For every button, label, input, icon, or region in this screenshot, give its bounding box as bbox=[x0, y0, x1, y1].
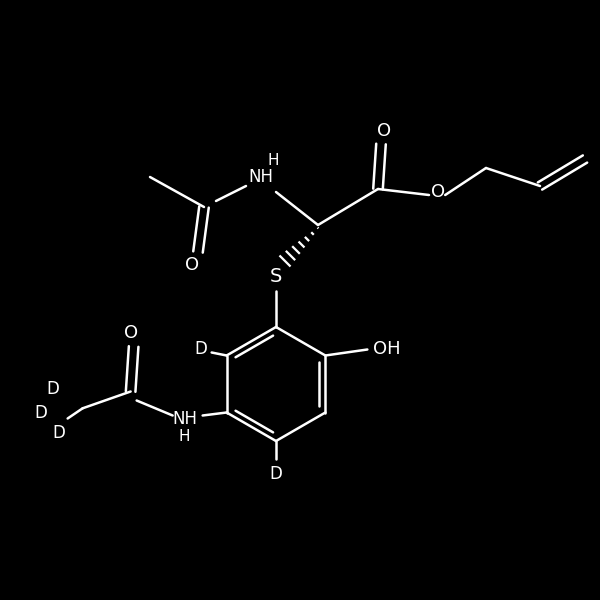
Text: O: O bbox=[124, 324, 137, 342]
Text: O: O bbox=[185, 256, 199, 274]
Text: NH: NH bbox=[172, 409, 197, 427]
Text: D: D bbox=[269, 465, 283, 483]
Text: D: D bbox=[194, 340, 207, 358]
Text: OH: OH bbox=[373, 340, 401, 358]
Text: O: O bbox=[377, 122, 391, 140]
Text: D: D bbox=[52, 425, 65, 443]
Text: H: H bbox=[267, 153, 279, 168]
Text: S: S bbox=[270, 266, 282, 286]
Text: H: H bbox=[179, 429, 190, 444]
Text: D: D bbox=[46, 380, 59, 398]
Text: NH: NH bbox=[248, 168, 274, 186]
Text: O: O bbox=[431, 183, 445, 201]
Text: D: D bbox=[34, 403, 47, 421]
